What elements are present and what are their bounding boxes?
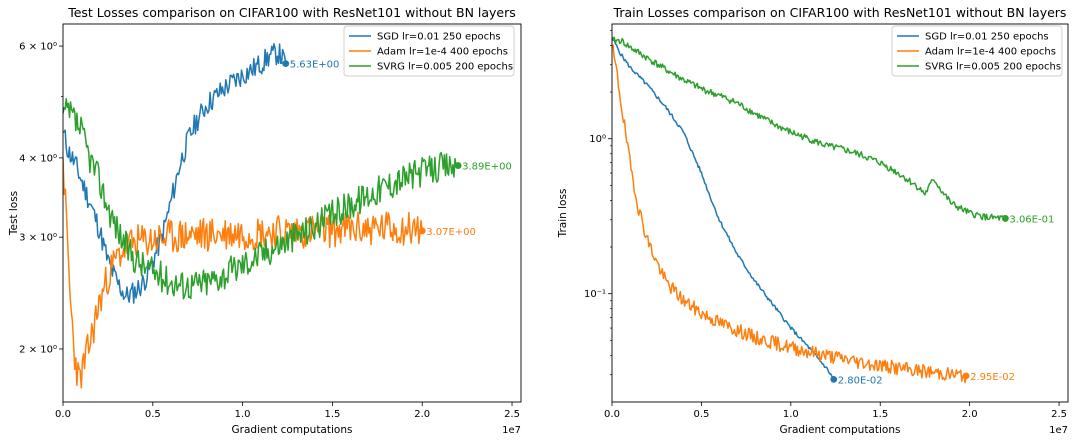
series-line-3 [612, 36, 1007, 221]
series-line-2 [63, 157, 423, 389]
y-tick-label: 2 × 10⁰ [19, 344, 57, 355]
y-tick-label: 3 × 10⁰ [19, 233, 57, 244]
legend-entry-2: Adam lr=1e-4 400 epochs [925, 47, 1056, 58]
y-tick-label: 10⁰ [589, 134, 606, 145]
x-tick-label: 0.0 [55, 409, 71, 420]
chart-title: Test Losses comparison on CIFAR100 with … [67, 5, 516, 20]
chart-1: Test Losses comparison on CIFAR100 with … [8, 5, 522, 436]
legend-box [891, 25, 1063, 77]
end-point-marker-3 [1002, 215, 1009, 222]
series-group [63, 43, 459, 389]
series-line-1 [612, 37, 835, 380]
end-point-marker-2 [418, 227, 426, 235]
x-tick-label: 1.5 [872, 409, 888, 420]
x-tick-label: 1.0 [235, 409, 251, 420]
end-point-marker-1 [830, 375, 838, 383]
axes-frame [611, 23, 1069, 403]
x-offset-label: 1e7 [1049, 425, 1068, 436]
x-offset-label: 1e7 [502, 425, 521, 436]
legend: SGD lr=0.01 250 epochs Adam lr=1e-4 400 e… [343, 25, 515, 77]
x-tick-label: 2.0 [414, 409, 430, 420]
chart-title: Train Losses comparison on CIFAR100 with… [613, 5, 1067, 20]
x-tick-label: 1.0 [783, 409, 799, 420]
x-tick-label: 2.0 [962, 409, 978, 420]
legend-entry-3: SVRG lr=0.005 200 epochs [925, 62, 1061, 73]
y-tick-label: 4 × 10⁰ [19, 153, 57, 164]
legend-entry-1: SGD lr=0.01 250 epochs [377, 32, 501, 43]
legend-entry-1: SGD lr=0.01 250 epochs [925, 32, 1049, 43]
series-line-1 [63, 43, 287, 304]
end-value-label-3: 3.06E-01 [1009, 214, 1054, 225]
y-axis-label: Test loss [8, 191, 20, 236]
end-point-marker-2 [962, 372, 970, 380]
end-value-label-3: 3.89E+00 [462, 162, 512, 173]
end-value-label-1: 2.80E-02 [838, 375, 883, 386]
x-tick-label: 2.5 [504, 409, 520, 420]
legend: SGD lr=0.01 250 epochs Adam lr=1e-4 400 e… [891, 25, 1063, 77]
x-tick-label: 2.5 [1051, 409, 1067, 420]
legend-entry-3: SVRG lr=0.005 200 epochs [377, 62, 513, 73]
y-tick-label: 6 × 10⁰ [19, 42, 57, 53]
axes-frame [62, 23, 522, 403]
x-tick-label: 0.5 [693, 409, 709, 420]
series-line-3 [63, 97, 459, 300]
end-point-marker-3 [454, 162, 462, 169]
end-value-label-2: 2.95E-02 [970, 372, 1015, 383]
x-axis-label: Gradient computations [780, 424, 901, 436]
end-value-label-2: 3.07E+00 [426, 227, 476, 238]
chart-2: Train Losses comparison on CIFAR100 with… [557, 5, 1069, 436]
x-axis-label: Gradient computations [232, 424, 353, 436]
x-tick-label: 1.5 [324, 409, 340, 420]
end-point-marker-1 [282, 60, 290, 68]
x-tick-label: 0.5 [145, 409, 161, 420]
legend-entry-2: Adam lr=1e-4 400 epochs [377, 47, 508, 58]
legend-box [343, 25, 515, 77]
series-group [612, 36, 1007, 384]
y-axis-label: Train loss [557, 189, 569, 239]
x-tick-label: 0.0 [604, 409, 620, 420]
y-tick-label: 10⁻¹ [584, 289, 606, 300]
series-line-2 [612, 44, 967, 384]
end-value-label-1: 5.63E+00 [290, 60, 340, 71]
